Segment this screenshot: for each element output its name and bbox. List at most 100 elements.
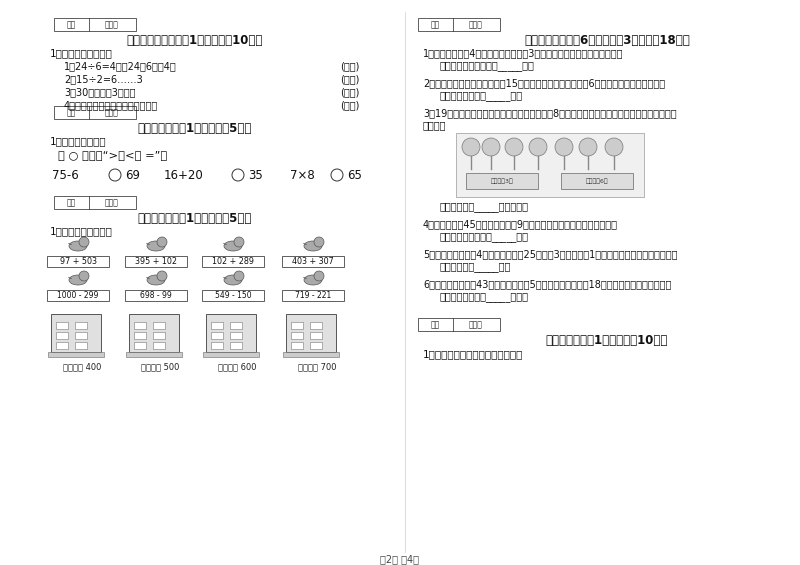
FancyBboxPatch shape — [310, 322, 322, 329]
Text: 评卷人: 评卷人 — [469, 20, 483, 29]
FancyBboxPatch shape — [153, 332, 165, 339]
Text: 得数大约 500: 得数大约 500 — [141, 362, 179, 371]
Ellipse shape — [147, 275, 165, 285]
Text: 评卷人: 评卷人 — [469, 320, 483, 329]
FancyArrowPatch shape — [223, 277, 226, 279]
FancyBboxPatch shape — [456, 133, 644, 197]
Text: 395 + 102: 395 + 102 — [135, 257, 177, 266]
Text: 答：一共有熊珫和猴子_____只。: 答：一共有熊珫和猴子_____只。 — [440, 61, 535, 71]
FancyBboxPatch shape — [54, 106, 136, 119]
Circle shape — [605, 138, 623, 156]
Text: (　　): ( ) — [340, 87, 359, 97]
FancyBboxPatch shape — [47, 290, 109, 301]
Circle shape — [314, 237, 324, 247]
Text: 3、30个十等于3个百。: 3、30个十等于3个百。 — [64, 87, 135, 97]
Text: 得数接近 600: 得数接近 600 — [218, 362, 256, 371]
Text: 4、量小蚂蚁的身才用毫米作单位。: 4、量小蚂蚁的身才用毫米作单位。 — [64, 100, 158, 110]
FancyBboxPatch shape — [310, 342, 322, 349]
Text: (　　): ( ) — [340, 74, 359, 84]
FancyArrowPatch shape — [303, 277, 306, 279]
FancyBboxPatch shape — [134, 332, 146, 339]
Text: 十、综合题（共1大题，共计10分）: 十、综合题（共1大题，共计10分） — [546, 334, 668, 347]
Text: 2、小红看故事书，第一天看了15页。第二天看的比第一天少6页，两天一共看了多少页？: 2、小红看故事书，第一天看了15页。第二天看的比第一天少6页，两天一共看了多少页… — [423, 78, 665, 88]
Circle shape — [505, 138, 523, 156]
Text: 答：至少需要_____辆小汽车。: 答：至少需要_____辆小汽车。 — [440, 202, 529, 212]
Circle shape — [79, 237, 89, 247]
Text: 1、我是公正小法官。: 1、我是公正小法官。 — [50, 48, 113, 58]
FancyBboxPatch shape — [291, 322, 303, 329]
Text: 得数大约 700: 得数大约 700 — [298, 362, 336, 371]
FancyBboxPatch shape — [230, 342, 242, 349]
FancyArrowPatch shape — [69, 244, 71, 245]
FancyBboxPatch shape — [129, 314, 179, 352]
Text: 小汽车？: 小汽车？ — [423, 120, 446, 130]
Text: 得分: 得分 — [66, 198, 76, 207]
Text: 答：一共能坐_____人。: 答：一共能坐_____人。 — [440, 262, 511, 272]
FancyBboxPatch shape — [466, 173, 538, 189]
FancyBboxPatch shape — [56, 332, 68, 339]
FancyBboxPatch shape — [291, 342, 303, 349]
Text: 1、24÷6=4读作24除6等于4．: 1、24÷6=4读作24除6等于4． — [64, 61, 177, 71]
FancyBboxPatch shape — [75, 342, 87, 349]
FancyBboxPatch shape — [230, 332, 242, 339]
Ellipse shape — [69, 241, 87, 251]
Text: 5、小汽车每辆能創4人，大客车能創25人，有3辆小汽车和1辆大客车，问一共能坐多少人？: 5、小汽车每辆能創4人，大客车能創25人，有3辆小汽车和1辆大客车，问一共能坐多… — [423, 249, 678, 259]
Text: 97 + 503: 97 + 503 — [59, 257, 97, 266]
FancyBboxPatch shape — [125, 290, 187, 301]
FancyBboxPatch shape — [211, 332, 223, 339]
Text: 六、比一比（共1大题，共计5分）: 六、比一比（共1大题，共计5分） — [138, 122, 252, 135]
FancyBboxPatch shape — [48, 352, 104, 357]
Circle shape — [157, 271, 167, 281]
Circle shape — [482, 138, 500, 156]
FancyBboxPatch shape — [561, 173, 633, 189]
Text: 五、判断对与错（共1大题，共计10分）: 五、判断对与错（共1大题，共计10分） — [127, 34, 263, 47]
Text: 3、19只小动物参加森林运动会，用面包车送赠8只小动物后，剩下的坐小汽车，至少需要几辆: 3、19只小动物参加森林运动会，用面包车送赠8只小动物后，剩下的坐小汽车，至少需… — [423, 108, 677, 118]
FancyBboxPatch shape — [56, 322, 68, 329]
FancyBboxPatch shape — [283, 352, 339, 357]
Text: 1、请根据钟面，写出相应的时间。: 1、请根据钟面，写出相应的时间。 — [423, 349, 523, 359]
Text: (　　): ( ) — [340, 61, 359, 71]
Text: 65: 65 — [347, 169, 362, 182]
FancyBboxPatch shape — [125, 256, 187, 267]
Text: 2、15÷2=6……3: 2、15÷2=6……3 — [64, 74, 142, 84]
Text: 403 + 307: 403 + 307 — [292, 257, 334, 266]
FancyBboxPatch shape — [282, 290, 344, 301]
FancyArrowPatch shape — [303, 244, 306, 245]
Text: 在 ○ 里填上“>、<或 =”。: 在 ○ 里填上“>、<或 =”。 — [58, 150, 167, 160]
Text: 102 + 289: 102 + 289 — [212, 257, 254, 266]
FancyBboxPatch shape — [291, 332, 303, 339]
FancyBboxPatch shape — [202, 256, 264, 267]
FancyBboxPatch shape — [206, 314, 256, 352]
FancyArrowPatch shape — [146, 277, 150, 279]
Ellipse shape — [69, 275, 87, 285]
FancyBboxPatch shape — [54, 196, 136, 209]
Text: 1、我会判断大小。: 1、我会判断大小。 — [50, 136, 106, 146]
Text: 评卷人: 评卷人 — [105, 20, 119, 29]
Ellipse shape — [304, 275, 322, 285]
FancyBboxPatch shape — [75, 332, 87, 339]
Text: 七、连一连（共1大题，共计5分）: 七、连一连（共1大题，共计5分） — [138, 212, 252, 225]
Text: 6、学校里原来种了43棵树，今年死了5棵，植树节时又种了18棵，现在学校里有几棵树？: 6、学校里原来种了43棵树，今年死了5棵，植树节时又种了18棵，现在学校里有几棵… — [423, 279, 671, 289]
FancyBboxPatch shape — [153, 322, 165, 329]
Text: 答：平均每个笼子关_____只。: 答：平均每个笼子关_____只。 — [440, 232, 529, 242]
Text: 评卷人: 评卷人 — [105, 198, 119, 207]
Text: 评卷人: 评卷人 — [105, 108, 119, 117]
Ellipse shape — [147, 241, 165, 251]
Text: 719 - 221: 719 - 221 — [295, 291, 331, 300]
Ellipse shape — [304, 241, 322, 251]
Text: 得分: 得分 — [66, 108, 76, 117]
Text: 35: 35 — [248, 169, 262, 182]
Text: 得数接近 400: 得数接近 400 — [63, 362, 101, 371]
Ellipse shape — [224, 275, 242, 285]
Text: 第2页 兲4页: 第2页 兲4页 — [381, 554, 419, 564]
FancyBboxPatch shape — [56, 342, 68, 349]
Text: 得分: 得分 — [430, 20, 440, 29]
FancyBboxPatch shape — [286, 314, 336, 352]
Circle shape — [157, 237, 167, 247]
Circle shape — [234, 271, 244, 281]
Circle shape — [462, 138, 480, 156]
FancyBboxPatch shape — [134, 322, 146, 329]
Ellipse shape — [224, 241, 242, 251]
FancyBboxPatch shape — [47, 256, 109, 267]
Text: 答：现在学所里有_____棵树。: 答：现在学所里有_____棵树。 — [440, 292, 529, 302]
